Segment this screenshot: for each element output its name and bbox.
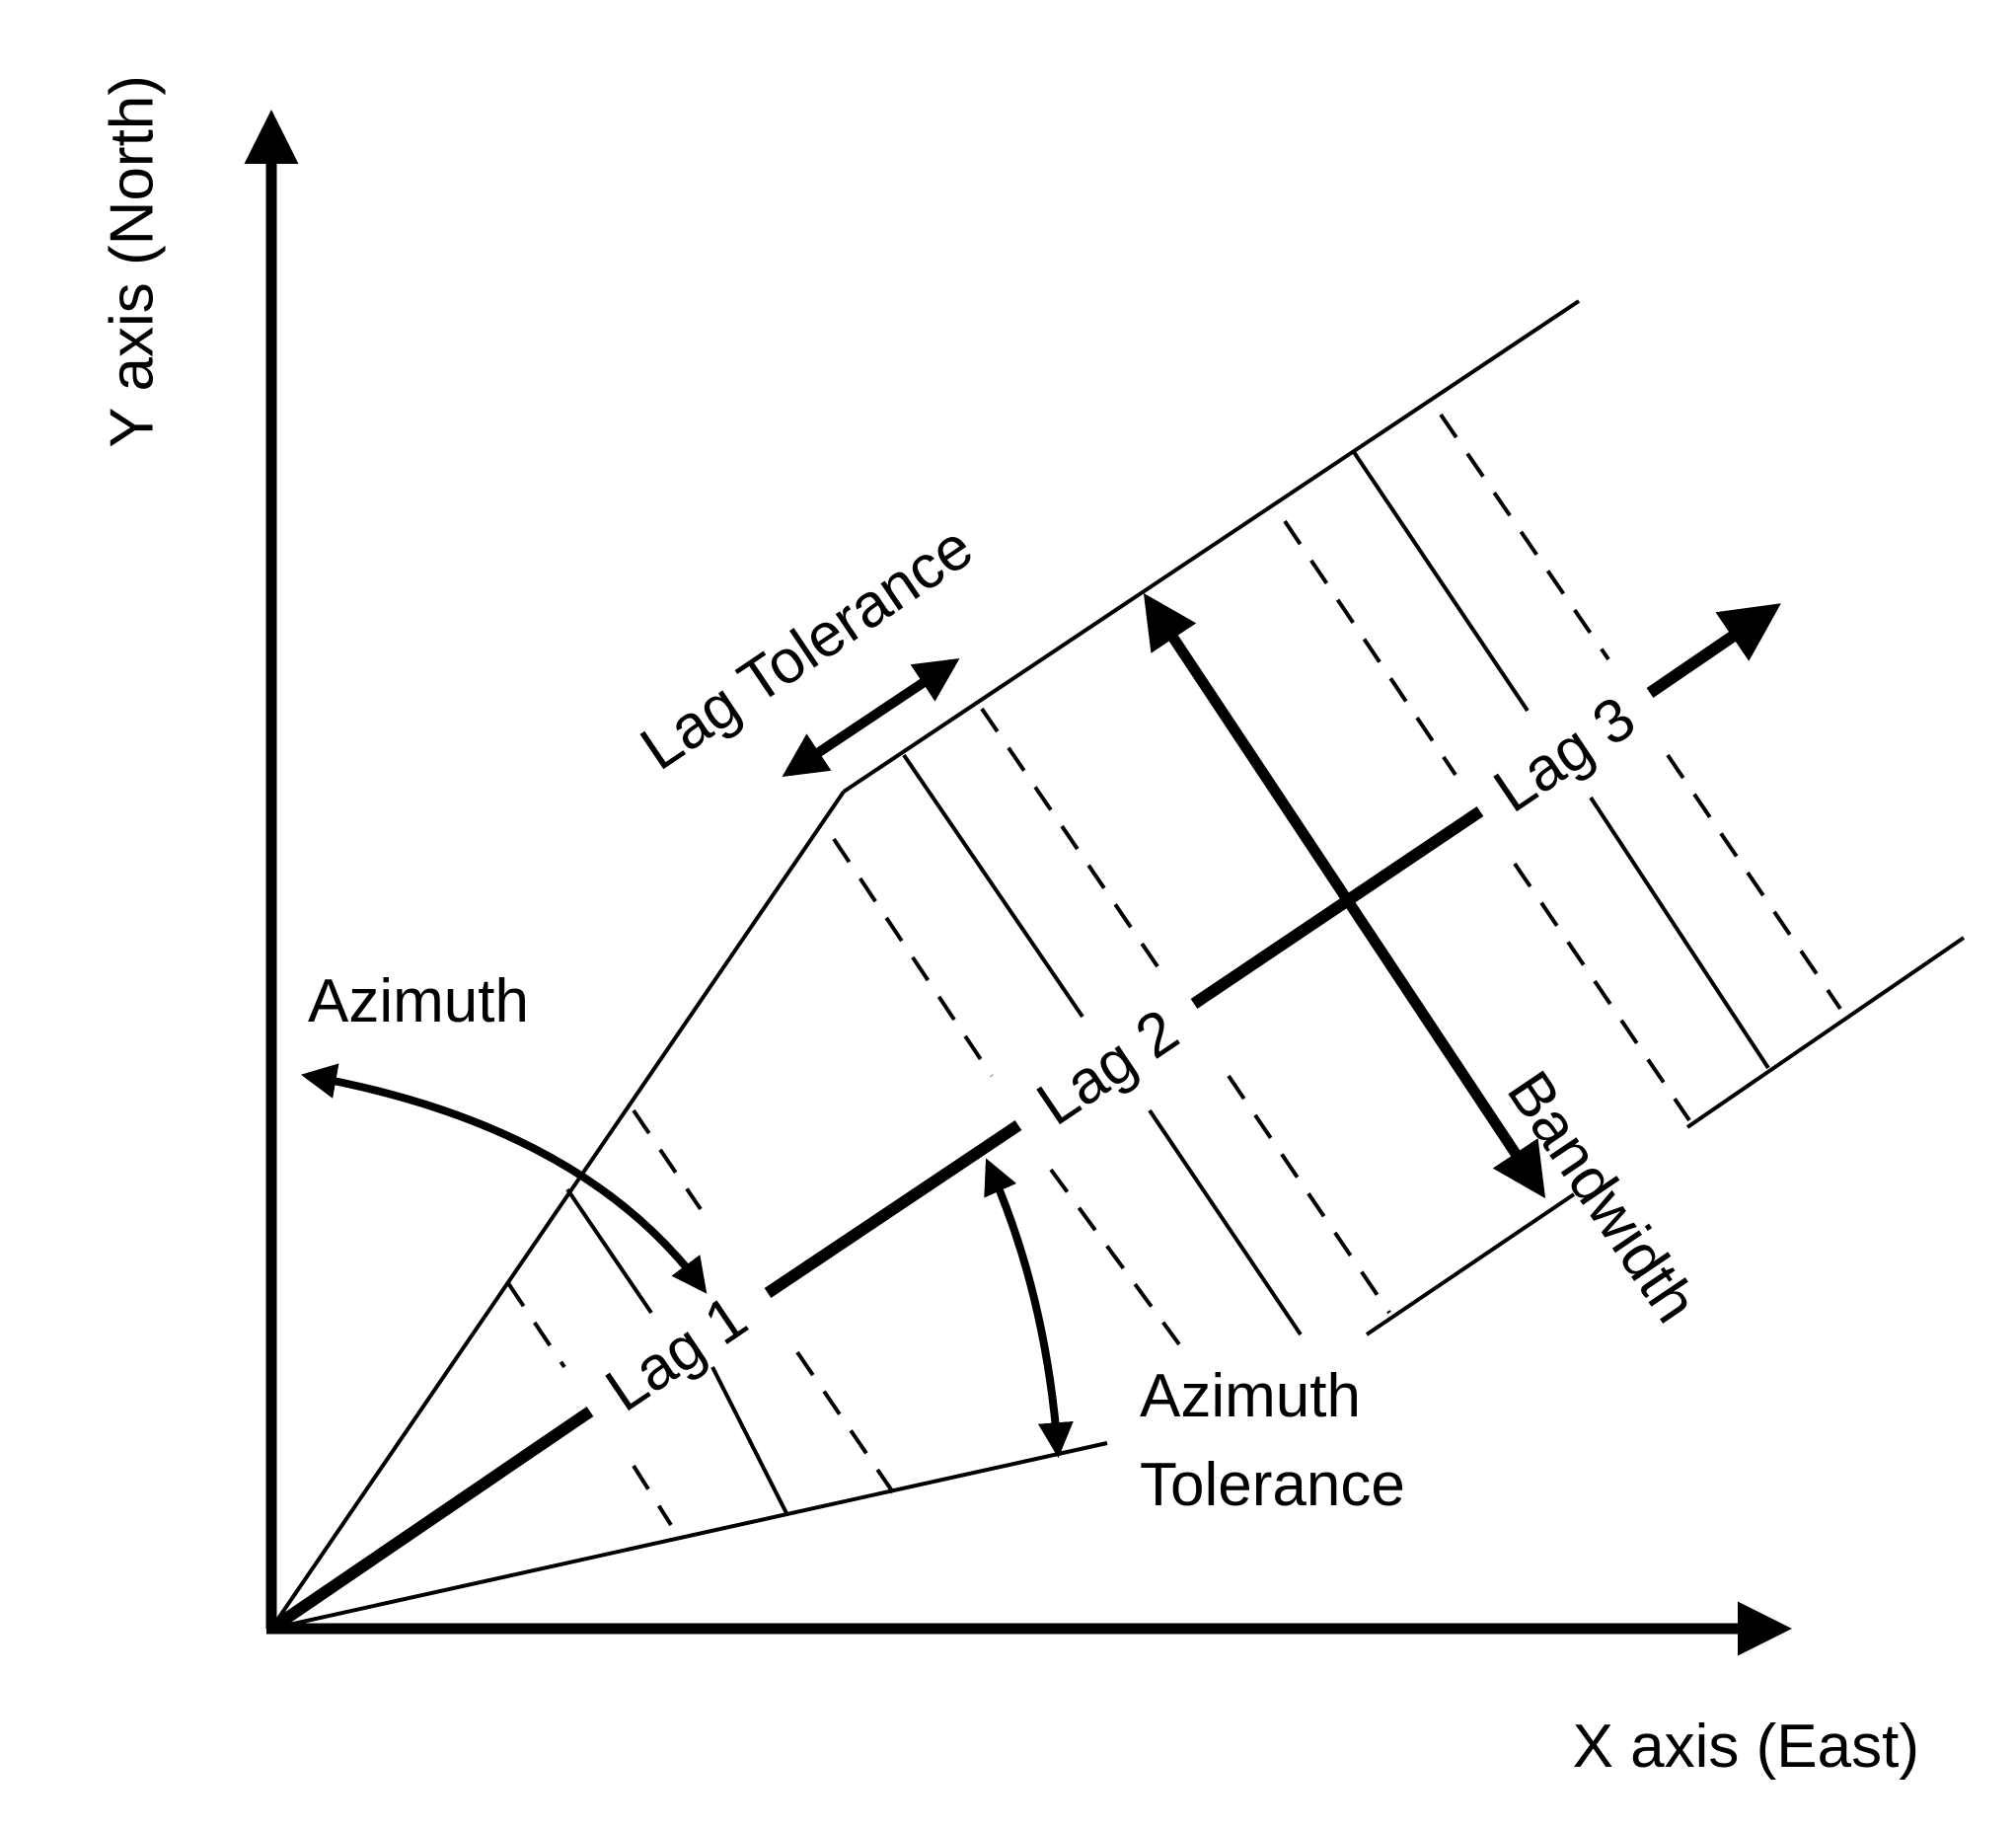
azimuth-tolerance-label-line1: Azimuth: [1140, 1362, 1361, 1430]
lag-tolerance-dash-2d: [1227, 1074, 1391, 1315]
lower-bandwidth-edge-2: [1685, 936, 1966, 1129]
lag-tolerance-dash-3: [1283, 519, 1457, 777]
azimuth-tolerance-arrow: [984, 1158, 1074, 1459]
lag-tolerance-dash-3d: [1666, 753, 1842, 1011]
lag-boundary-2b: [1148, 1108, 1303, 1336]
lag3-label: Lag 3: [1482, 684, 1647, 826]
azimuth-label: Azimuth: [308, 967, 529, 1035]
bandwidth-arrow: [1143, 592, 1546, 1199]
lag-tolerance-dash-2c: [980, 707, 1161, 971]
direction-segment-1: [267, 1407, 594, 1634]
lag-boundary-1: [565, 1187, 653, 1315]
lag-boundary-2: [902, 753, 1084, 1019]
x-axis-label: X axis (East): [1573, 1713, 1919, 1781]
lag-tolerance-dash-1: [506, 1281, 566, 1369]
y-axis-label: Y axis (North): [98, 75, 166, 448]
lag-boundary-3: [1352, 450, 1530, 713]
lag-boundary-1b: [710, 1366, 789, 1516]
direction-segment-2: [764, 1120, 1022, 1298]
direction-arrow: [1646, 603, 1781, 698]
lag-tolerance-arrow: [782, 658, 960, 777]
lag-tolerance-dash-2: [832, 837, 994, 1078]
lower-bandwidth-edge-1: [1365, 1192, 1576, 1336]
azimuth-arrow: [300, 1063, 708, 1294]
lag-tolerance-dash-1d: [795, 1350, 895, 1494]
lag-tolerance-dash-1b: [632, 1108, 703, 1211]
lag1-label: Lag 1: [594, 1283, 759, 1425]
lag-tolerance-dash-3c: [1439, 413, 1610, 661]
upper-tolerance-boundary: [269, 790, 846, 1631]
lower-tolerance-boundary: [270, 1441, 1108, 1631]
lag-tolerance-dash-1c: [632, 1464, 673, 1527]
azimuth-tolerance-label-line2: Tolerance: [1140, 1451, 1405, 1519]
upper-bandwidth-boundary: [842, 299, 1581, 794]
lag-tolerance-dash-2b: [1049, 1168, 1181, 1346]
lag-boundary-3b: [1589, 796, 1770, 1070]
lag2-label: Lag 2: [1025, 997, 1190, 1139]
lag-tolerance-label: Lag Tolerance: [629, 512, 985, 783]
direction-segment-3: [1190, 806, 1484, 1009]
